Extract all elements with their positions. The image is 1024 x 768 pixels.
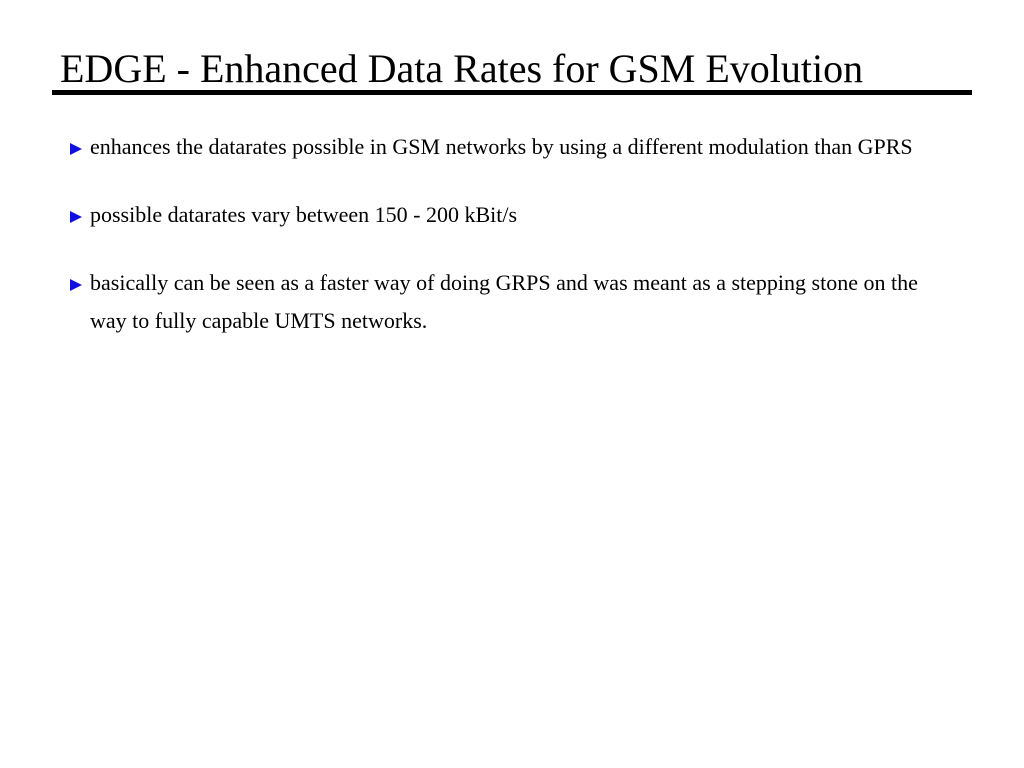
bullet-text: basically can be seen as a faster way of… <box>90 270 918 333</box>
slide-title: EDGE - Enhanced Data Rates for GSM Evolu… <box>60 46 864 91</box>
triangle-bullet-icon <box>70 279 82 291</box>
triangle-bullet-icon <box>70 211 82 223</box>
bullet-text: enhances the datarates possible in GSM n… <box>90 134 913 159</box>
bullet-item: enhances the datarates possible in GSM n… <box>68 128 948 166</box>
bullet-item: possible datarates vary between 150 - 20… <box>68 196 948 234</box>
triangle-bullet-icon <box>70 143 82 155</box>
title-underline <box>52 90 972 95</box>
bullet-item: basically can be seen as a faster way of… <box>68 264 948 340</box>
bullet-list: enhances the datarates possible in GSM n… <box>68 128 948 370</box>
bullet-text: possible datarates vary between 150 - 20… <box>90 202 518 227</box>
